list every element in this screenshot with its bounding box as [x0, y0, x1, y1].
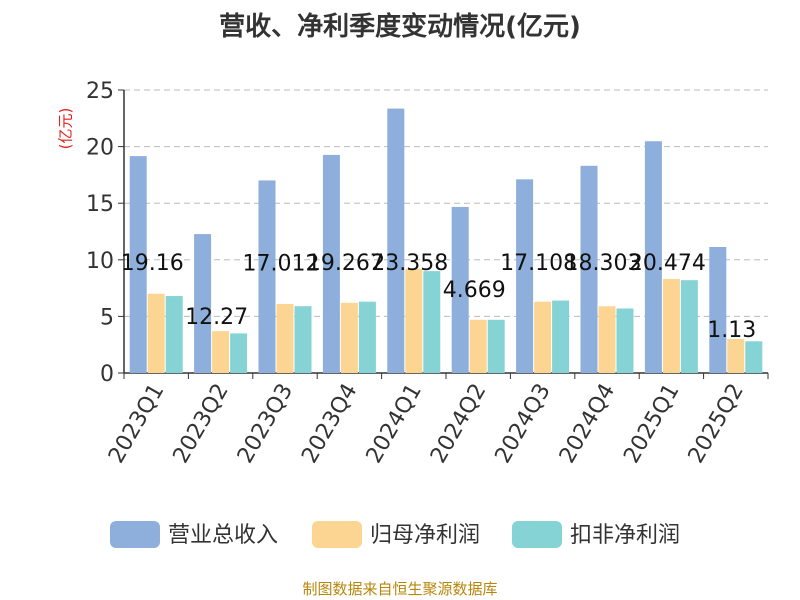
- bar-2: [534, 301, 552, 373]
- bar-3: [230, 333, 248, 373]
- bar-3: [294, 306, 312, 373]
- data-label: 18.303: [565, 251, 642, 276]
- x-tick-label: 2024Q3: [490, 380, 555, 468]
- data-source-note: 制图数据来自恒生聚源数据库: [302, 580, 498, 598]
- bar-1: [580, 165, 598, 373]
- bar-1: [258, 180, 276, 373]
- bar-3: [552, 300, 570, 373]
- x-tick-label: 2023Q3: [233, 380, 298, 468]
- data-label: 20.474: [629, 251, 706, 276]
- bar-1: [387, 108, 405, 374]
- bar-2: [405, 268, 423, 373]
- bar-3: [423, 271, 441, 373]
- data-label: 19.267: [307, 251, 384, 276]
- x-tick-label: 2023Q2: [168, 380, 233, 468]
- data-label: 4.669: [443, 278, 506, 303]
- y-tick-label: 10: [86, 249, 114, 274]
- bar-2: [147, 293, 165, 373]
- bar-2: [276, 303, 294, 373]
- bar-2: [212, 331, 230, 373]
- bar-3: [680, 280, 698, 373]
- x-tick-label: 2025Q1: [619, 380, 684, 468]
- data-label: 12.27: [185, 305, 248, 330]
- x-tick-label: 2024Q1: [362, 380, 427, 468]
- legend-swatch: [512, 521, 562, 548]
- x-tick-label: 2024Q2: [426, 380, 491, 468]
- bar-1: [194, 234, 212, 373]
- x-tick-label: 2023Q4: [297, 380, 362, 468]
- legend-swatch: [312, 521, 362, 548]
- bar-2: [727, 339, 745, 373]
- bar-3: [745, 341, 763, 373]
- x-tick-label: 2023Q1: [104, 380, 169, 468]
- chart-title: 营收、净利季度变动情况(亿元): [219, 12, 581, 42]
- bar-1: [644, 141, 662, 373]
- bar-1: [322, 154, 340, 373]
- y-tick-label: 25: [86, 79, 114, 104]
- data-label: 19.16: [121, 251, 184, 276]
- legend-label: 扣非净利润: [570, 523, 680, 548]
- bar-1: [451, 206, 469, 373]
- legend-label: 归母净利润: [370, 523, 480, 548]
- legend-swatch: [110, 521, 160, 548]
- data-label: 1.13: [707, 318, 756, 343]
- bar-1: [129, 156, 147, 373]
- bar-3: [616, 308, 634, 373]
- data-label: 23.358: [371, 251, 448, 276]
- y-tick-label: 5: [100, 305, 114, 330]
- legend-label: 营业总收入: [168, 523, 278, 548]
- bar-3: [165, 296, 183, 373]
- bar-2: [340, 302, 358, 373]
- x-tick-label: 2024Q4: [555, 380, 620, 468]
- bar-2: [598, 306, 616, 373]
- data-label: 17.108: [500, 251, 577, 276]
- bar-2: [469, 319, 487, 373]
- y-tick-label: 15: [86, 192, 114, 217]
- data-label: 17.012: [243, 251, 320, 276]
- bar-1: [709, 247, 727, 373]
- bar-1: [516, 179, 534, 373]
- bar-3: [487, 319, 505, 373]
- x-tick-label: 2025Q2: [684, 380, 749, 468]
- y-tick-label: 20: [86, 136, 114, 161]
- bar-3: [358, 301, 376, 373]
- bar-2: [662, 279, 680, 373]
- y-tick-label: 0: [100, 362, 114, 387]
